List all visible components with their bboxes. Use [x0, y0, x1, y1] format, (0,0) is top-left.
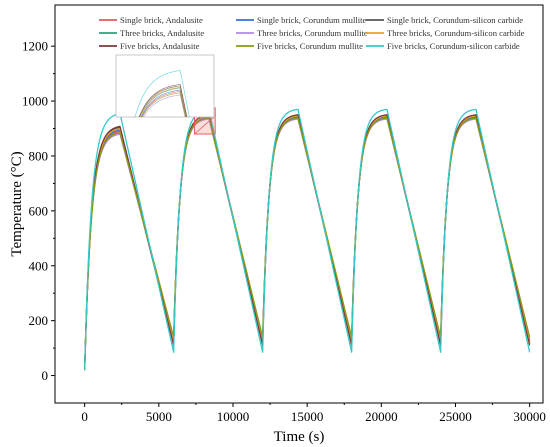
x-tick-label: 10000 [217, 409, 250, 424]
series-line-8 [84, 117, 531, 371]
x-axis-title: Time (s) [274, 429, 325, 445]
x-tick-label: 15000 [291, 409, 324, 424]
legend-label: Single brick, Corundum-silicon carbide [387, 15, 523, 25]
y-tick-label: 0 [42, 368, 49, 383]
legend-label: Five bricks, Corundum mullite [257, 41, 363, 51]
series-line-9 [84, 108, 531, 371]
inset-series-line-9 [134, 70, 190, 117]
series-layer [84, 108, 531, 371]
inset-series-line-7 [138, 84, 188, 117]
x-tick-label: 5000 [146, 409, 172, 424]
legend-label: Three bricks, Andalusite [120, 28, 204, 38]
y-tick-label: 1000 [22, 94, 48, 109]
legend-label: Five bricks, Corundum-silicon carbide [387, 41, 520, 51]
x-tick-label: 30000 [513, 409, 546, 424]
x-tick-label: 0 [81, 409, 88, 424]
legend-label: Five bricks, Andalusite [120, 41, 200, 51]
y-tick-label: 1200 [22, 39, 48, 54]
inset-series-line-4 [140, 87, 187, 117]
inset-series-line-5 [143, 94, 186, 117]
inset-series-line-2 [140, 89, 187, 117]
axis-layer: 0 5000 10000 15000 20000 25000 30000 0 200 400 600… [22, 39, 546, 424]
inset-series-line-3 [139, 85, 188, 117]
legend-label: Three bricks, Corundum-silicon carbide [387, 28, 525, 38]
x-tick-label: 25000 [439, 409, 472, 424]
plot-frame [54, 4, 544, 404]
y-tick-label: 400 [29, 258, 49, 273]
legend: Single brick, Andalusite Single brick, Co… [99, 15, 525, 51]
legend-label: Single brick, Andalusite [120, 15, 203, 25]
y-tick-label: 800 [29, 148, 49, 163]
legend-label: Three bricks, Corundum mullite [257, 28, 368, 38]
inset-frame [115, 54, 215, 118]
inset-series-line-6 [139, 86, 187, 117]
x-tick-label: 20000 [365, 409, 398, 424]
inset-series-line-1 [141, 91, 187, 117]
inset-series-line-8 [141, 92, 186, 117]
inset-series-layer [134, 70, 190, 117]
zoom-inset [115, 54, 215, 118]
y-tick-label: 200 [29, 313, 49, 328]
y-axis-title: Temperature (°C) [9, 151, 25, 256]
zoom-connector-line [194, 116, 215, 135]
legend-label: Single brick, Corundum mullite [257, 15, 367, 25]
y-tick-label: 600 [29, 203, 49, 218]
